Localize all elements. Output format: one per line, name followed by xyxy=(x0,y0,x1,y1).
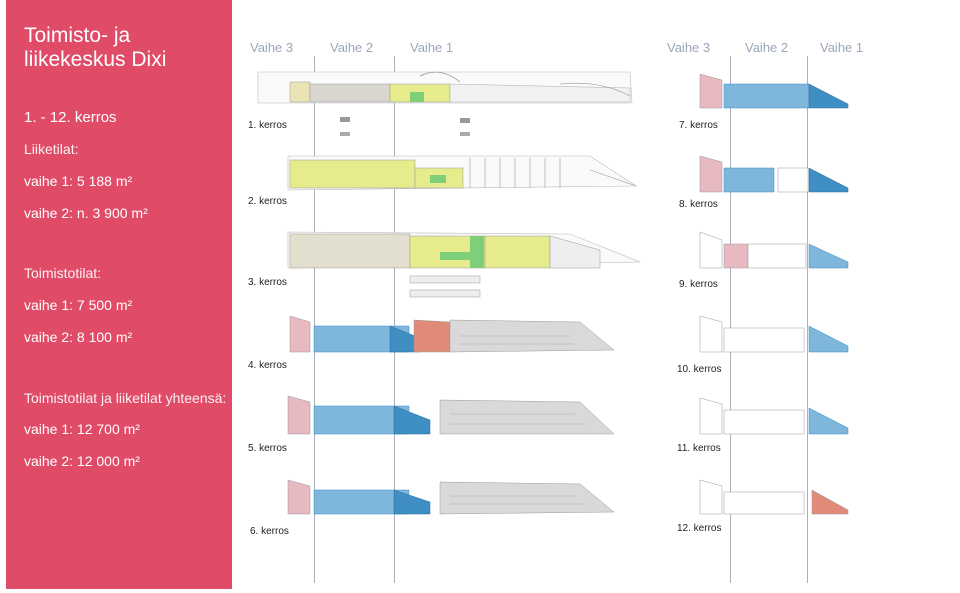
floors-range: 1. - 12. kerros xyxy=(24,109,117,126)
floor-label-8: 8. kerros xyxy=(679,199,718,210)
floor-plan-6 xyxy=(287,479,615,515)
floor-plan-7 xyxy=(699,73,849,109)
phase-divider xyxy=(314,56,315,583)
total-phase2: vaihe 2: 12 000 m² xyxy=(24,453,140,469)
floor-plan-12 xyxy=(699,479,849,515)
retail-phase1: vaihe 1: 5 188 m² xyxy=(24,173,133,189)
floor-plan-2 xyxy=(287,155,637,191)
phase-label-left-3: Vaihe 3 xyxy=(250,40,294,55)
phase-label-right-3: Vaihe 3 xyxy=(667,40,711,55)
retail-phase2: vaihe 2: n. 3 900 m² xyxy=(24,205,148,221)
office-heading: Toimistotilat: xyxy=(24,265,102,281)
office-phase2: vaihe 2: 8 100 m² xyxy=(24,329,133,345)
phase-divider xyxy=(394,56,395,583)
floor-label-11: 11. kerros xyxy=(677,443,721,454)
phase-divider xyxy=(730,56,731,583)
total-heading: Toimistotilat ja liiketilat yhteensä: xyxy=(24,390,227,406)
phase-divider xyxy=(807,56,808,583)
total-phase1: vaihe 1: 12 700 m² xyxy=(24,421,140,437)
floor-plan-5 xyxy=(287,395,615,435)
phase-label-right-1: Vaihe 1 xyxy=(820,40,864,55)
floor-plan-8 xyxy=(699,155,849,193)
page-title: Toimisto- ja liikekeskus Dixi xyxy=(24,24,167,71)
floor-label-1: 1. kerros xyxy=(248,120,287,131)
floor-label-10: 10. kerros xyxy=(677,364,722,375)
info-panel: Toimisto- ja liikekeskus Dixi 1. - 12. k… xyxy=(6,0,232,589)
floor-label-3: 3. kerros xyxy=(248,277,287,288)
floor-plan-10 xyxy=(699,315,849,353)
floor-plan-3 xyxy=(287,231,641,298)
phase-label-left-2: Vaihe 2 xyxy=(330,40,374,55)
floor-label-6: 6. kerros xyxy=(250,526,289,537)
floor-plan-4 xyxy=(289,315,615,353)
phase-label-left-1: Vaihe 1 xyxy=(410,40,454,55)
floor-label-4: 4. kerros xyxy=(248,360,287,371)
office-phase1: vaihe 1: 7 500 m² xyxy=(24,297,133,313)
floor-label-7: 7. kerros xyxy=(679,120,718,131)
floor-label-9: 9. kerros xyxy=(679,279,718,290)
floor-plan-1 xyxy=(257,71,633,136)
floor-plan-11 xyxy=(699,397,849,435)
floor-label-12: 12. kerros xyxy=(677,523,722,534)
floor-label-2: 2. kerros xyxy=(248,196,287,207)
floor-plan-9 xyxy=(699,231,849,269)
phase-label-right-2: Vaihe 2 xyxy=(745,40,789,55)
retail-heading: Liiketilat: xyxy=(24,141,79,157)
floor-label-5: 5. kerros xyxy=(248,443,287,454)
